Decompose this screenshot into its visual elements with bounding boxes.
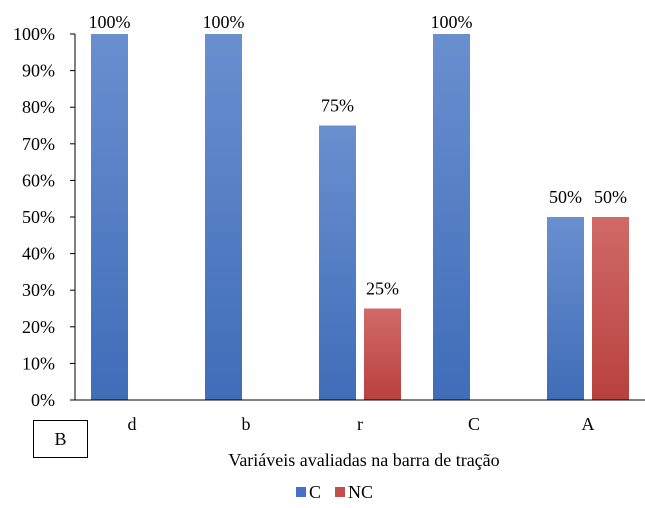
- x-tick-label: r: [357, 414, 363, 434]
- data-label: 75%: [321, 96, 354, 116]
- legend-swatch-nc: [335, 487, 345, 497]
- x-tick-label: d: [128, 414, 137, 434]
- data-label: 100%: [203, 12, 245, 32]
- legend-swatch-c: [296, 487, 306, 497]
- y-tick-label: 100%: [13, 24, 55, 44]
- x-tick-label: b: [242, 414, 251, 434]
- bar-c-d: [91, 34, 128, 400]
- data-label: 100%: [89, 12, 131, 32]
- legend-label: C: [309, 482, 321, 502]
- y-tick-label: 90%: [22, 61, 55, 81]
- y-tick-label: 0%: [31, 390, 55, 410]
- legend-label: NC: [348, 482, 373, 502]
- y-axis: 0% 10% 20% 30% 40% 50% 60% 70% 80% 90% 100%: [13, 24, 76, 410]
- data-label: 100%: [431, 12, 473, 32]
- data-label: 25%: [366, 279, 399, 299]
- data-labels: 100% 100% 75% 25% 100% 50% 50%: [89, 12, 628, 299]
- bar-c-b: [205, 34, 242, 400]
- y-tick-label: 50%: [22, 207, 55, 227]
- x-axis-title: Variáveis avaliadas na barra de tração: [228, 450, 499, 470]
- bars: [91, 34, 629, 400]
- bar-c-A: [547, 217, 584, 400]
- y-tick-label: 70%: [22, 134, 55, 154]
- panel-label: B: [54, 428, 67, 449]
- bar-nc-r: [364, 308, 401, 400]
- y-tick-label: 80%: [22, 97, 55, 117]
- x-tick-label: A: [582, 414, 595, 434]
- bar-c-r: [319, 125, 356, 400]
- panel-label-box: B: [33, 420, 88, 458]
- bar-c-C: [433, 34, 470, 400]
- bar-nc-A: [592, 217, 629, 400]
- x-tick-label: C: [468, 414, 480, 434]
- y-tick-label: 60%: [22, 170, 55, 190]
- y-tick-label: 20%: [22, 317, 55, 337]
- data-label: 50%: [549, 187, 582, 207]
- data-label: 50%: [594, 187, 627, 207]
- legend: C NC: [296, 482, 373, 502]
- y-tick-label: 30%: [22, 280, 55, 300]
- y-tick-label: 10%: [22, 353, 55, 373]
- y-tick-label: 40%: [22, 244, 55, 264]
